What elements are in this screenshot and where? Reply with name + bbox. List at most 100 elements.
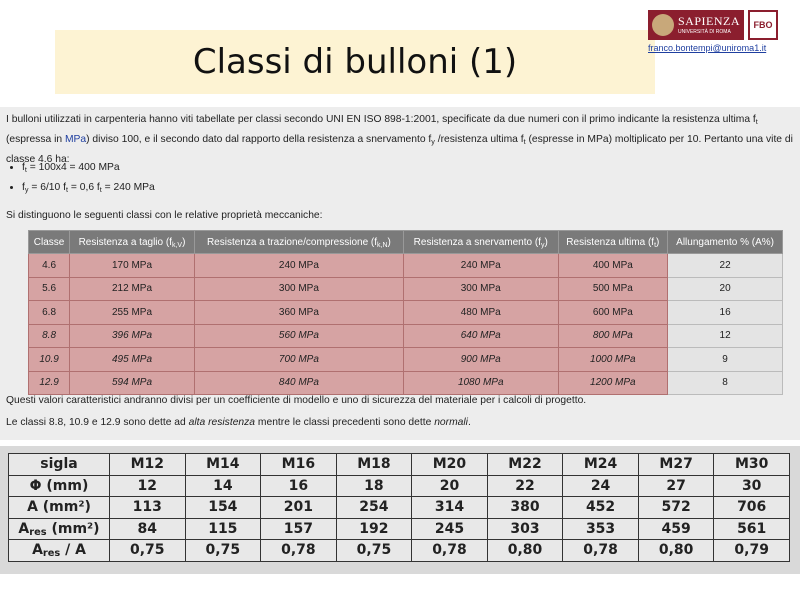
- table-row: Φ (mm) 12 14 16 18 20 22 24 27 30: [8, 474, 790, 497]
- table-cell: 300 MPa: [193, 276, 404, 301]
- text-run: = 240 MPa: [101, 182, 155, 193]
- subscript: t: [99, 185, 102, 194]
- text-run: = 0,6 f: [68, 182, 100, 193]
- logo-sub: UNIVERSITÀ DI ROMA: [678, 29, 731, 35]
- table-cell: 480 MPa: [402, 300, 559, 325]
- text-run[interactable]: MPa: [64, 134, 87, 145]
- subscript: k,V: [171, 241, 183, 249]
- note: Le classi 8.8, 10.9 e 12.9 sono dette ad…: [6, 413, 794, 433]
- text-run: Resistenza ultima (f: [566, 236, 655, 248]
- table-cell: M12: [109, 453, 186, 476]
- table-cell: 1200 MPa: [557, 370, 669, 395]
- text-run: /resistenza ultima f: [434, 134, 524, 145]
- table-cell: 303: [486, 517, 564, 540]
- table-cell: M30: [713, 453, 790, 476]
- subscript: y: [431, 137, 435, 146]
- table-cell: 20: [667, 276, 783, 301]
- table-cell: 192: [335, 517, 413, 540]
- table-cell: 115: [184, 517, 262, 540]
- table-cell: 840 MPa: [193, 370, 404, 395]
- table-cell: 10.9: [27, 347, 71, 372]
- table-row: sigla M12 M14 M16 M18 M20 M22 M24 M27 M30: [8, 453, 790, 476]
- table-row: Ares / A 0,75 0,75 0,78 0,75 0,78 0,80 0,78 0,80…: [8, 539, 790, 562]
- header-cell: Allungamento % (A%): [667, 230, 783, 254]
- email[interactable]: franco.bontempi@uniroma1.it: [648, 43, 767, 53]
- table-row: 4.6 170 MPa 240 MPa 240 MPa 400 MPa 22: [27, 253, 783, 278]
- table-cell: 27: [637, 474, 715, 497]
- note: Questi valori caratteristici andranno di…: [6, 391, 794, 411]
- row-label: Φ (mm): [8, 474, 110, 497]
- table-cell: 4.6: [27, 253, 71, 278]
- text-run: f: [22, 162, 25, 173]
- text-run: Resistenza a trazione/compressione (f: [206, 236, 378, 248]
- text-run: A: [32, 542, 43, 559]
- subscript: k,N: [377, 241, 388, 249]
- header-row: Classe Resistenza a taglio (fk,V) Resisten…: [27, 230, 783, 254]
- table-cell: M18: [335, 453, 413, 476]
- subscript: t: [755, 117, 758, 126]
- text-run: Allungamento % (A%): [676, 236, 774, 248]
- row-label: Ares (mm²): [8, 517, 110, 540]
- table-cell: 0,78: [260, 539, 337, 562]
- text-run: Φ (mm): [29, 477, 89, 494]
- text-run: ): [656, 236, 660, 248]
- subscript: res: [29, 526, 47, 538]
- table-cell: 240 MPa: [402, 253, 559, 278]
- subscript: y: [540, 241, 545, 249]
- table-cell: 14: [184, 474, 262, 497]
- table-cell: 157: [260, 517, 337, 540]
- logo-mark: FBO: [748, 10, 778, 40]
- bullet-list: ft = 100x4 = 400 MPafy = 6/10 ft = 0,6 f…: [4, 158, 800, 198]
- text-run: Classe: [33, 236, 65, 248]
- text-run: A: [18, 520, 30, 537]
- table-cell: 0,75: [109, 539, 186, 562]
- table-cell: 30: [713, 474, 790, 497]
- header-cell: Classe: [27, 230, 71, 254]
- table-cell: 600 MPa: [557, 300, 669, 325]
- bullet: ft = 100x4 = 400 MPa: [22, 158, 800, 178]
- table-cell: 0,75: [335, 539, 413, 562]
- text-run: ): [387, 236, 391, 248]
- table-cell: 240 MPa: [193, 253, 404, 278]
- table-cell: 561: [713, 517, 790, 540]
- table-cell: 1080 MPa: [402, 370, 559, 395]
- table-cell: 0,79: [713, 539, 790, 562]
- bullet: fy = 6/10 ft = 0,6 ft = 240 MPa: [22, 178, 800, 198]
- table-row: A (mm²) 113 154 201 254 314 380 452 572 706: [8, 496, 790, 519]
- subscript: t: [523, 137, 526, 146]
- row-label: A (mm²): [8, 496, 110, 519]
- table-cell: M20: [411, 453, 488, 476]
- subscript: y: [24, 185, 29, 194]
- text-run: ) diviso 100, e il secondo dato dal rapp…: [86, 134, 432, 145]
- text-run: (espresse in MPa) moltiplicato per 10. P…: [6, 134, 793, 165]
- text-run: / A: [60, 542, 86, 559]
- subscript: t: [654, 241, 657, 249]
- table-cell: 0,78: [562, 539, 639, 562]
- table-cell: 254: [335, 496, 413, 519]
- table-cell: 113: [109, 496, 186, 519]
- text-run: A (mm²): [27, 499, 91, 516]
- text-run: Le classi 8.8, 10.9 e 12.9 sono dette ad: [6, 417, 189, 428]
- text-run: mentre le classi precedenti sono dette: [255, 417, 435, 428]
- table-cell: 500 MPa: [557, 276, 669, 301]
- text-run: normali: [434, 417, 468, 428]
- text-run: = 6/10 f: [28, 182, 66, 193]
- table-cell: 353: [562, 517, 639, 540]
- table-cell: 16: [667, 300, 783, 325]
- table-cell: 800 MPa: [557, 323, 669, 348]
- table-cell: 20: [411, 474, 488, 497]
- text-run: ): [544, 236, 548, 248]
- table-cell: 396 MPa: [69, 323, 195, 348]
- table-cell: 154: [184, 496, 262, 519]
- table-cell: 16: [260, 474, 337, 497]
- text-run: Resistenza a taglio (f: [78, 236, 172, 248]
- subscript: res: [42, 548, 61, 560]
- text-run: f: [22, 182, 25, 193]
- table-cell: 314: [411, 496, 488, 519]
- table-cell: 0,78: [411, 539, 488, 562]
- table-cell: M24: [562, 453, 639, 476]
- table-cell: 572: [637, 496, 715, 519]
- table-cell: 360 MPa: [193, 300, 404, 325]
- header-cell: Resistenza ultima (ft): [557, 230, 669, 254]
